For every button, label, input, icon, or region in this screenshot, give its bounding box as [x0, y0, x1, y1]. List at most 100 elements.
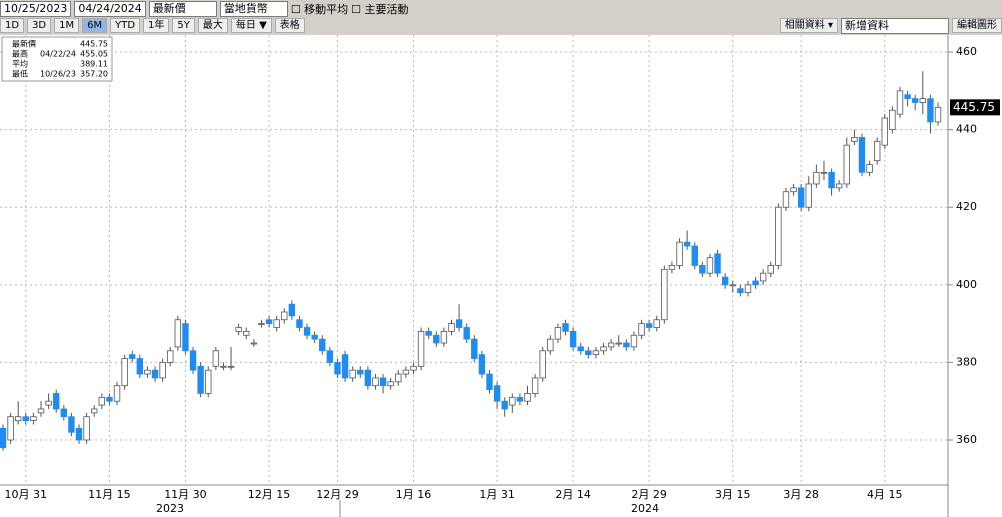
y-tick-label: 400	[956, 278, 977, 291]
events-toggle[interactable]: ☐ 主要活動	[351, 2, 409, 16]
candle-body	[919, 98, 926, 103]
last-price-flag	[950, 99, 1000, 116]
candle-body	[349, 369, 356, 379]
candle-body	[159, 362, 166, 379]
table-button[interactable]: 表格	[274, 18, 305, 33]
x-tick-label: 1月 16	[396, 488, 432, 501]
candle-body	[782, 191, 790, 208]
candle-body	[820, 171, 828, 174]
x-tick-label: 3月 28	[783, 488, 819, 501]
end-date[interactable]: 04/24/2024	[74, 0, 146, 17]
range-button[interactable]: 5Y	[172, 18, 195, 33]
x-tick-label: 1月 31	[479, 488, 515, 501]
x-tick-label: 12月 15	[248, 488, 291, 501]
candle-body	[539, 350, 546, 379]
legend-box	[1, 36, 113, 82]
legend: 最新價 445.75 最高 04/22/24 455.05 平均 389.11 最低 10/26…	[1, 36, 113, 82]
candle-body	[379, 377, 387, 387]
ma-toggle[interactable]: ☐ 移動平均	[290, 2, 349, 16]
range-button[interactable]: YTD	[110, 18, 141, 33]
period-select[interactable]: 每日 ▼	[230, 18, 272, 33]
x-tick-label: 10月 31	[5, 488, 48, 501]
candle-body	[486, 373, 493, 390]
range-button[interactable]: 1M	[54, 18, 80, 33]
candle-body	[387, 381, 394, 387]
range-button[interactable]: 最大	[197, 18, 228, 33]
y-tick-label: 360	[956, 433, 977, 446]
candle-body	[706, 257, 714, 274]
candle-body	[562, 323, 569, 332]
candle-body	[873, 140, 881, 162]
candle-body	[478, 354, 486, 375]
candle-body	[227, 365, 235, 368]
candle-body	[600, 346, 607, 352]
range-button[interactable]: 1年	[143, 18, 170, 33]
candle-body	[113, 385, 121, 402]
candle-body	[607, 342, 615, 348]
candle-body	[866, 164, 873, 173]
field-select[interactable]: 最新價	[148, 0, 217, 17]
legend-label: 平均	[12, 59, 28, 69]
candle-body	[638, 323, 645, 336]
candle-body	[835, 183, 843, 189]
candle-body	[463, 327, 470, 340]
candle-body	[288, 303, 296, 317]
ma-label: 移動平均	[304, 2, 349, 16]
currency-select[interactable]: 當地貨幣	[219, 0, 288, 17]
edit-button[interactable]: 編輯圖形	[952, 18, 1002, 33]
candle-body	[319, 338, 326, 352]
range-button[interactable]: 6M	[82, 18, 108, 33]
legend-value: 455.05	[80, 50, 108, 59]
candle-body	[189, 350, 197, 371]
candle-body	[752, 280, 759, 286]
candle-body	[653, 319, 660, 328]
legend-value: 445.75	[80, 40, 108, 49]
candle-body	[129, 354, 136, 359]
candle-body	[501, 400, 508, 410]
candle-body	[0, 427, 7, 449]
legend-label: 最新價	[12, 39, 36, 49]
candle-body	[645, 323, 653, 328]
year-label: 2023	[156, 502, 184, 515]
legend-value: 389.11	[80, 60, 108, 69]
candle-body	[592, 350, 600, 356]
x-tick-label: 4月 15	[867, 488, 903, 501]
candle-body	[121, 358, 128, 387]
chart: 2023 2024 360 380 400 420 440 460 10月 31 11月 15…	[0, 35, 1002, 517]
y-tick-label: 440	[956, 123, 977, 136]
plot-area	[0, 35, 948, 485]
year-label: 2024	[631, 502, 659, 515]
start-date[interactable]: 10/25/2023	[0, 0, 72, 17]
candle-body	[805, 183, 812, 208]
x-tick-label: 2月 14	[555, 488, 591, 501]
range-button[interactable]: 1D	[0, 18, 25, 33]
x-tick-label: 2月 29	[631, 488, 667, 501]
candle-body	[311, 334, 318, 340]
candle-body	[790, 187, 797, 193]
candle-body	[455, 319, 463, 328]
candle-body	[630, 334, 638, 348]
candle-body	[417, 330, 425, 367]
candle-body	[851, 137, 858, 142]
add-data[interactable]: 新增資料	[841, 17, 949, 34]
related-button[interactable]: 相關資料 ▾	[779, 18, 838, 33]
candle-body	[471, 338, 478, 359]
candle-body	[53, 393, 60, 410]
toolbar-bottom: 1D 3D 1M 6M YTD 1年 5Y 最大 每日 ▼ 表格 相關資料 ▾ 新增資料 編輯圖…	[0, 17, 1002, 34]
candle-body	[676, 241, 683, 266]
range-button[interactable]: 3D	[27, 18, 52, 33]
candle-body	[30, 416, 37, 422]
candle-body	[691, 245, 698, 266]
candle-body	[372, 377, 379, 387]
candle-body	[858, 137, 866, 173]
candle-body	[721, 276, 729, 286]
x-tick-label: 11月 15	[88, 488, 131, 501]
candle-body	[813, 171, 820, 185]
y-tick-label: 380	[956, 355, 977, 368]
legend-date: 10/26/23	[40, 70, 76, 79]
candle-body	[220, 365, 227, 368]
candle-body	[136, 358, 144, 375]
candle-body	[448, 323, 455, 332]
candle-body	[699, 265, 706, 274]
